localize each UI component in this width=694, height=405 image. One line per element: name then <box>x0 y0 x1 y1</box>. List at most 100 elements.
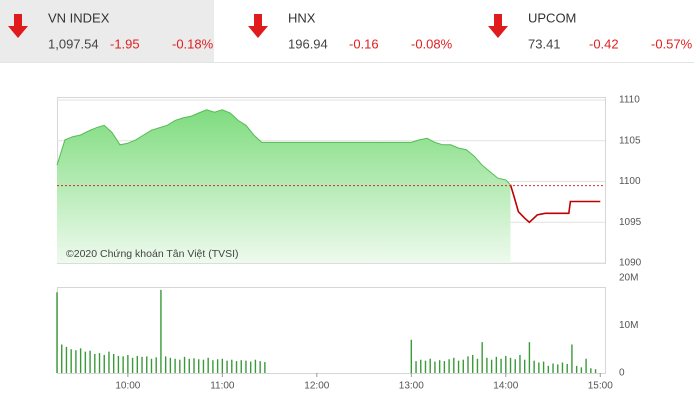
volume-bar <box>202 359 205 373</box>
volume-bar <box>98 353 101 373</box>
index-percent: -0.18% <box>172 36 214 51</box>
volume-bar <box>127 354 129 373</box>
volume-bar <box>443 361 446 373</box>
volume-bar <box>462 359 464 373</box>
volume-bar <box>61 344 63 373</box>
volume-bar <box>457 360 460 373</box>
volume-bar <box>552 363 554 373</box>
volume-bar <box>75 350 77 373</box>
index-item[interactable]: UPCOM 73.41 -0.42 -0.57% <box>528 10 693 51</box>
volume-bar <box>434 361 436 373</box>
volume-bar <box>542 361 545 373</box>
volume-bar <box>514 359 516 373</box>
volume-bar <box>486 357 488 373</box>
volume-bar <box>467 356 469 373</box>
volume-bar <box>424 360 427 373</box>
y-tick-label: 0 <box>619 368 625 379</box>
volume-bar <box>65 346 68 373</box>
volume-bar <box>84 351 87 373</box>
volume-bar <box>453 357 455 373</box>
volume-bar <box>547 365 550 373</box>
y-tick-label: 10M <box>619 320 638 331</box>
index-name: HNX <box>288 10 316 25</box>
index-item[interactable]: VN INDEX 1,097.54 -1.95 -0.18% <box>48 10 214 51</box>
volume-bar <box>240 360 242 373</box>
x-tick-label: 11:00 <box>210 381 235 392</box>
volume-bar <box>198 359 200 373</box>
y-tick-label: 1110 <box>619 95 640 106</box>
volume-bar <box>245 360 247 373</box>
volume-bar <box>590 368 592 373</box>
y-tick-label: 1095 <box>619 217 642 228</box>
volume-bar <box>561 362 564 373</box>
volume-bar <box>523 359 526 373</box>
volume-bar <box>519 354 521 373</box>
price-area <box>57 109 511 263</box>
volume-bar <box>122 356 124 373</box>
volume-bar <box>131 357 134 373</box>
volume-bar <box>505 355 507 373</box>
volume-bar <box>528 342 531 373</box>
volume-bar <box>155 357 157 373</box>
index-name: VN INDEX <box>48 10 110 25</box>
volume-bar <box>420 359 422 373</box>
index-name: UPCOM <box>528 10 576 25</box>
volume-bar <box>472 354 474 373</box>
volume-bar <box>164 356 167 373</box>
x-tick-label: 13:00 <box>399 381 424 392</box>
volume-bar <box>193 358 195 373</box>
volume-bar <box>533 360 535 373</box>
volume-bar <box>188 358 190 373</box>
volume-bar <box>538 362 540 373</box>
price-line <box>56 109 511 186</box>
volume-bar <box>235 361 238 373</box>
volume-bar <box>94 354 96 373</box>
volume-bar <box>150 358 153 373</box>
volume-bar <box>566 363 568 373</box>
volume-bar <box>174 358 176 373</box>
y-tick-label: 1090 <box>619 258 642 269</box>
plot-layer: 1090 1095 1100 1105 1110 0 10M 20M 10:00 11:00 12:… <box>56 95 642 392</box>
volume-bar <box>212 360 214 373</box>
volume-bar <box>571 344 573 373</box>
index-percent: -0.57% <box>651 36 693 51</box>
x-tick-label: 15:00 <box>588 381 613 392</box>
volume-bar <box>259 361 261 373</box>
x-tick-label: 10:00 <box>115 381 140 392</box>
index-change: -0.42 <box>589 36 619 51</box>
volume-bar <box>226 360 228 373</box>
volume-bar <box>183 356 186 373</box>
volume-bar <box>585 358 587 373</box>
volume-bar <box>448 359 450 373</box>
volume-bar <box>490 359 493 373</box>
volume-bar <box>580 367 583 373</box>
volume-bar <box>495 356 498 373</box>
index-change: -0.16 <box>349 36 379 51</box>
volume-bar <box>429 358 431 373</box>
volume-bar <box>415 361 417 373</box>
volume-bar <box>476 358 479 373</box>
index-value: 73.41 <box>528 36 561 51</box>
x-tick-label: 14:00 <box>493 381 518 392</box>
price-line <box>509 184 601 224</box>
index-value: 1,097.54 <box>48 36 99 51</box>
volume-bar <box>594 369 597 373</box>
volume-bar <box>500 358 502 373</box>
active-tab[interactable] <box>0 0 214 62</box>
volume-bar <box>264 362 266 373</box>
volume-bar <box>146 356 148 373</box>
volume-bar <box>438 360 441 373</box>
volume-bar <box>70 349 72 373</box>
index-item[interactable]: HNX 196.94 -0.16 -0.08% <box>288 10 453 51</box>
y-tick-label: 1100 <box>619 176 641 187</box>
volume-bar <box>216 359 219 373</box>
volume-bar <box>79 348 82 373</box>
volume-bar <box>207 357 209 373</box>
volume-bar <box>410 339 413 373</box>
volume-bar <box>112 354 115 373</box>
volume-bar <box>89 350 91 373</box>
x-tick-label: 12:00 <box>304 381 329 392</box>
y-tick-label: 1105 <box>619 135 641 146</box>
volume-bar <box>179 359 181 373</box>
